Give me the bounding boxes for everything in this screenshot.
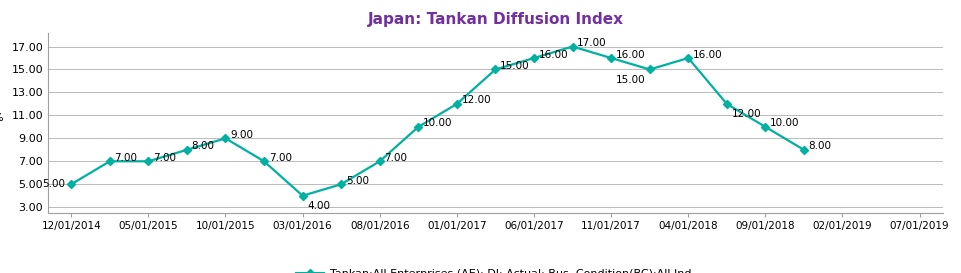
Text: 10.00: 10.00 — [769, 118, 799, 128]
Text: 15.00: 15.00 — [500, 61, 530, 71]
Text: 8.00: 8.00 — [191, 141, 214, 151]
Text: 10.00: 10.00 — [423, 118, 452, 128]
Text: 12.00: 12.00 — [461, 96, 491, 105]
Text: 16.00: 16.00 — [538, 50, 568, 60]
Text: 7.00: 7.00 — [153, 153, 176, 163]
Text: 16.00: 16.00 — [615, 50, 645, 60]
Text: 9.00: 9.00 — [230, 130, 253, 140]
Text: 17.00: 17.00 — [577, 38, 606, 48]
Text: 7.00: 7.00 — [114, 153, 137, 163]
Text: 7.00: 7.00 — [268, 153, 291, 163]
Text: 5.00: 5.00 — [42, 179, 65, 189]
Text: 7.00: 7.00 — [384, 153, 407, 163]
Text: 12.00: 12.00 — [730, 109, 760, 119]
Text: 5.00: 5.00 — [345, 176, 368, 186]
Text: 4.00: 4.00 — [307, 201, 330, 211]
Y-axis label: %: % — [0, 113, 3, 123]
Legend: Tankan:All Enterprises (AE): DI: Actual: Bus. Condition(BC):All Ind.: Tankan:All Enterprises (AE): DI: Actual:… — [291, 264, 699, 273]
Text: 16.00: 16.00 — [692, 50, 722, 60]
Text: 8.00: 8.00 — [807, 141, 830, 151]
Title: Japan: Tankan Diffusion Index: Japan: Tankan Diffusion Index — [367, 13, 623, 27]
Text: 15.00: 15.00 — [615, 75, 645, 85]
